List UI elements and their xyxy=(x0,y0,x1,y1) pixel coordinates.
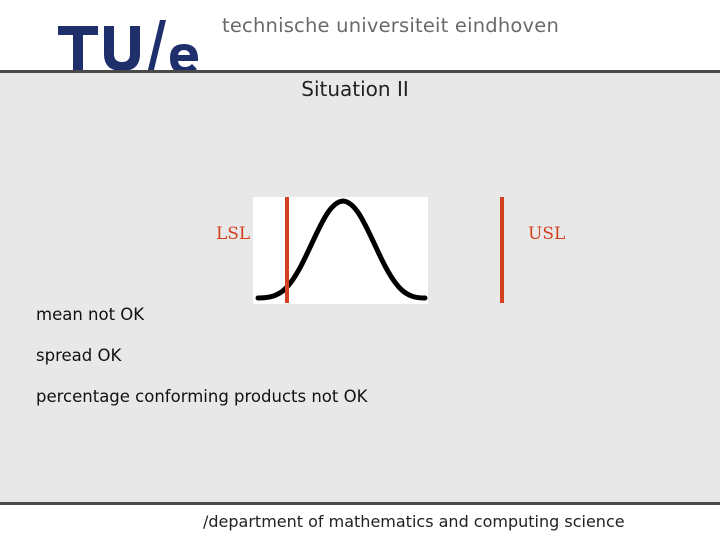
university-name: technische universiteit eindhoven xyxy=(222,14,560,37)
footer xyxy=(0,505,720,540)
bullet-spread: spread OK xyxy=(36,346,122,365)
usl-label: USL xyxy=(528,224,566,244)
department-name: /department of mathematics and computing… xyxy=(203,512,625,531)
slide-title-text: Situation II xyxy=(301,77,409,101)
top-divider xyxy=(0,70,720,73)
normal-distribution-figure xyxy=(253,197,428,304)
bullet-percentage: percentage conforming products not OK xyxy=(36,387,368,406)
slide-title: Situation II xyxy=(0,77,720,101)
lsl-label: LSL xyxy=(216,224,251,244)
tue-logo xyxy=(58,20,198,82)
bullet-mean: mean not OK xyxy=(36,305,145,324)
lsl-limit-line xyxy=(285,197,289,303)
header: technische universiteit eindhoven xyxy=(0,0,720,82)
distribution-curve xyxy=(255,198,428,301)
bottom-divider xyxy=(0,502,720,505)
usl-limit-line xyxy=(500,197,504,303)
